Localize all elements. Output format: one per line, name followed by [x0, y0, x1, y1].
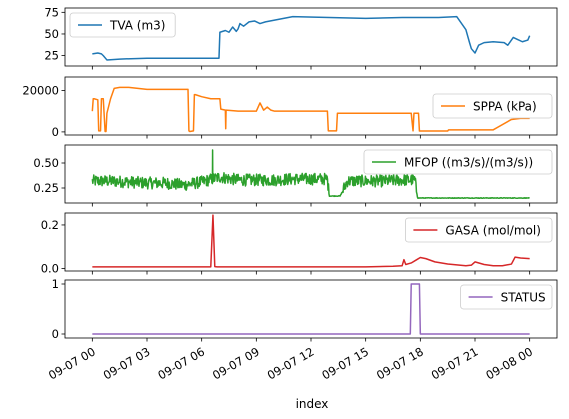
y-tick-label: 0.50	[33, 156, 59, 170]
legend-box	[69, 12, 176, 38]
y-tick-label: 0.25	[33, 181, 59, 195]
legend-box	[432, 93, 553, 119]
legend: GASA (mol/mol)	[404, 217, 553, 243]
legend-box	[363, 149, 553, 175]
series-line	[91, 86, 530, 133]
legend: MFOP ((m3/s)/(m3/s))	[363, 149, 553, 175]
y-tick-label: 25	[44, 49, 59, 63]
y-tick-label: 0	[52, 327, 59, 341]
legend-label: MFOP ((m3/s)/(m3/s))	[404, 156, 533, 170]
series-line	[91, 149, 530, 200]
panel-3: 0.25 0.50 MFOP ((m3/s)/(m3/s))	[33, 144, 558, 207]
y-tick-label: 0.0	[41, 261, 59, 275]
legend-label: STATUS	[501, 291, 546, 305]
legend: TVA (m3)	[69, 12, 176, 38]
panel-4: 0.0 0.2 GASA (mol/mol)	[41, 212, 558, 275]
panel-5: 0 1 STATUS	[52, 277, 558, 342]
panel-2: 0 20000 SPPA (kPa)	[22, 76, 558, 139]
series-line	[92, 15, 531, 61]
y-tick-label: 20000	[22, 83, 59, 97]
legend: STATUS	[460, 284, 553, 310]
legend-box	[404, 217, 553, 243]
legend-box	[460, 284, 553, 310]
legend-label: SPPA (kPa)	[473, 100, 537, 114]
y-tick-label: 50	[44, 27, 59, 41]
legend: SPPA (kPa)	[432, 93, 553, 119]
legend-label: TVA (m3)	[109, 19, 165, 33]
y-tick-label: 0.2	[41, 218, 59, 232]
chart-panels: 25 50 75 TVA (m3) 0 20000 SPPA (kPa) 0.25 0.50 MF…	[22, 5, 558, 342]
panel-1: 25 50 75 TVA (m3)	[44, 5, 558, 70]
y-tick-label: 1	[52, 277, 59, 291]
x-axis-label: index	[296, 397, 329, 411]
legend-label: GASA (mol/mol)	[445, 224, 541, 238]
series-line	[92, 283, 530, 335]
series-line	[92, 214, 530, 268]
y-tick-label: 0	[52, 125, 59, 139]
y-tick-label: 75	[44, 5, 59, 19]
